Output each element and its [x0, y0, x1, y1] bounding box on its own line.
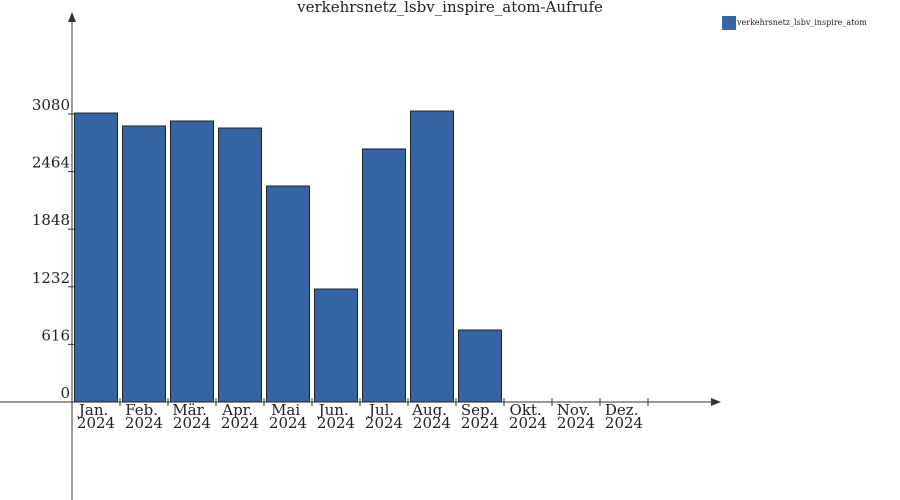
- y-tick-label: 1848: [32, 211, 70, 229]
- x-axis-arrow: [711, 398, 721, 406]
- legend-label: verkehrsnetz_lsbv_inspire_atom: [736, 18, 867, 27]
- x-tick-label: Jun. 2024: [317, 401, 356, 432]
- bar: [458, 329, 502, 403]
- x-tick-label: Mai 2024: [269, 401, 307, 432]
- y-tick-label: 1232: [32, 269, 70, 287]
- x-tick-label: Dez. 2024: [605, 401, 643, 432]
- x-tick-label: Okt. 2024: [509, 401, 547, 432]
- x-tick-label: Apr. 2024: [221, 401, 259, 432]
- x-tick-label: Jul. 2024: [365, 401, 403, 432]
- y-axis-arrow: [68, 12, 76, 22]
- bar: [74, 112, 118, 403]
- bar: [266, 185, 310, 403]
- x-tick-label: Mär. 2024: [172, 401, 211, 432]
- bar: [218, 127, 262, 403]
- x-tick-label: Aug. 2024: [411, 401, 452, 432]
- x-tick-label: Feb. 2024: [125, 401, 163, 432]
- y-tick-label: 0: [60, 384, 70, 402]
- x-tick-label: Sep. 2024: [461, 401, 499, 432]
- x-tick-label: Jan. 2024: [77, 401, 115, 432]
- y-tick-label: 3080: [32, 96, 70, 114]
- legend-swatch: [722, 16, 736, 30]
- y-tick-label: 616: [41, 326, 70, 344]
- bar: [122, 125, 166, 403]
- x-tick-label: Nov. 2024: [557, 401, 595, 432]
- bar: [410, 110, 454, 403]
- y-tick-label: 2464: [32, 154, 70, 172]
- chart-title: verkehrsnetz_lsbv_inspire_atom-Aufrufe: [296, 0, 603, 16]
- bar: [314, 288, 358, 403]
- bar: [362, 148, 406, 403]
- bar: [170, 120, 214, 403]
